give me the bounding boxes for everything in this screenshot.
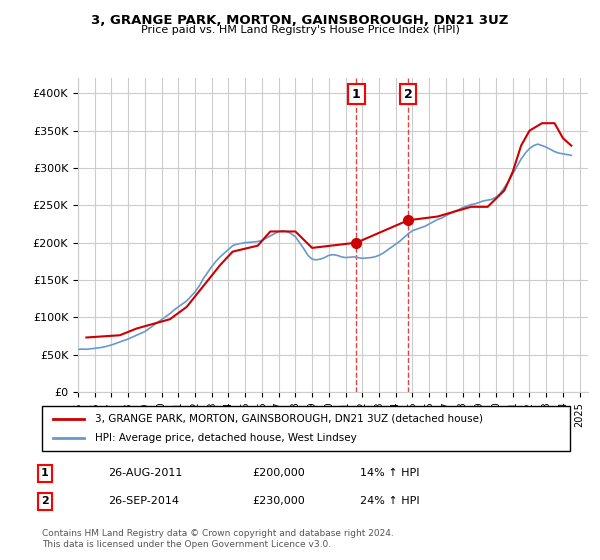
Text: 26-AUG-2011: 26-AUG-2011 [108, 468, 182, 478]
FancyBboxPatch shape [42, 406, 570, 451]
Text: 3, GRANGE PARK, MORTON, GAINSBOROUGH, DN21 3UZ (detached house): 3, GRANGE PARK, MORTON, GAINSBOROUGH, DN… [95, 413, 483, 423]
Text: Contains HM Land Registry data © Crown copyright and database right 2024.
This d: Contains HM Land Registry data © Crown c… [42, 529, 394, 549]
Text: 14% ↑ HPI: 14% ↑ HPI [360, 468, 419, 478]
Text: 2: 2 [404, 87, 412, 101]
Text: 1: 1 [41, 468, 49, 478]
Text: 26-SEP-2014: 26-SEP-2014 [108, 496, 179, 506]
Text: 3, GRANGE PARK, MORTON, GAINSBOROUGH, DN21 3UZ: 3, GRANGE PARK, MORTON, GAINSBOROUGH, DN… [91, 14, 509, 27]
Text: HPI: Average price, detached house, West Lindsey: HPI: Average price, detached house, West… [95, 433, 356, 444]
Text: £200,000: £200,000 [252, 468, 305, 478]
Text: 1: 1 [352, 87, 361, 101]
Text: 2: 2 [41, 496, 49, 506]
Text: 24% ↑ HPI: 24% ↑ HPI [360, 496, 419, 506]
Text: Price paid vs. HM Land Registry's House Price Index (HPI): Price paid vs. HM Land Registry's House … [140, 25, 460, 35]
Text: £230,000: £230,000 [252, 496, 305, 506]
